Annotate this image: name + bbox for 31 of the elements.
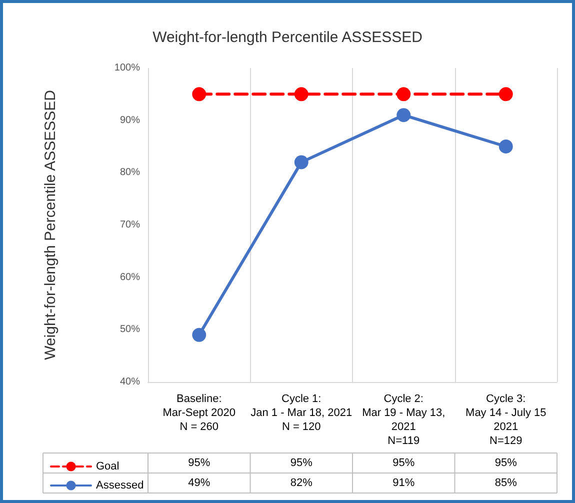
- point: [396, 108, 411, 122]
- legend-label: Assessed: [96, 480, 144, 492]
- point: [294, 155, 308, 170]
- y-tick-label: 50%: [120, 324, 140, 336]
- y-axis-title: Weight-for-length Percentile ASSESSED: [42, 90, 59, 360]
- data-label: 95%: [290, 457, 313, 469]
- x-tick-label: Cycle 2: Mar 19 - May 13, 2021 N=119: [362, 393, 446, 447]
- y-tick-label: 60%: [120, 272, 140, 283]
- x-tick-label: Cycle 3: May 14 - July 15 2021 N=129: [466, 393, 546, 447]
- point: [498, 87, 513, 102]
- chart-title: Weight-for-length Percentile ASSESSED: [152, 29, 423, 46]
- y-tick-label: 100%: [114, 62, 140, 74]
- y-tick-label: 80%: [120, 167, 140, 178]
- point: [498, 140, 513, 154]
- y-tick-label: 70%: [120, 220, 140, 230]
- data-label: 95%: [188, 457, 210, 469]
- point: [192, 87, 206, 102]
- point: [294, 87, 308, 102]
- data-label: 49%: [188, 477, 210, 489]
- y-tick-label: 90%: [120, 114, 140, 126]
- data-label: 82%: [290, 477, 313, 489]
- x-tick-label: Baseline: Mar-Sept 2020 N = 260: [162, 393, 236, 433]
- data-label: 85%: [494, 477, 518, 489]
- x-tick-label: Cycle 1: Jan 1 - Mar 18, 2021 N = 120: [250, 393, 352, 433]
- y-tick-label: 40%: [120, 376, 140, 388]
- legend-label: Goal: [96, 460, 120, 472]
- data-label: 91%: [392, 477, 415, 489]
- data-label: 95%: [494, 457, 518, 469]
- point: [396, 87, 411, 102]
- data-label: 95%: [392, 457, 415, 469]
- point: [192, 328, 206, 342]
